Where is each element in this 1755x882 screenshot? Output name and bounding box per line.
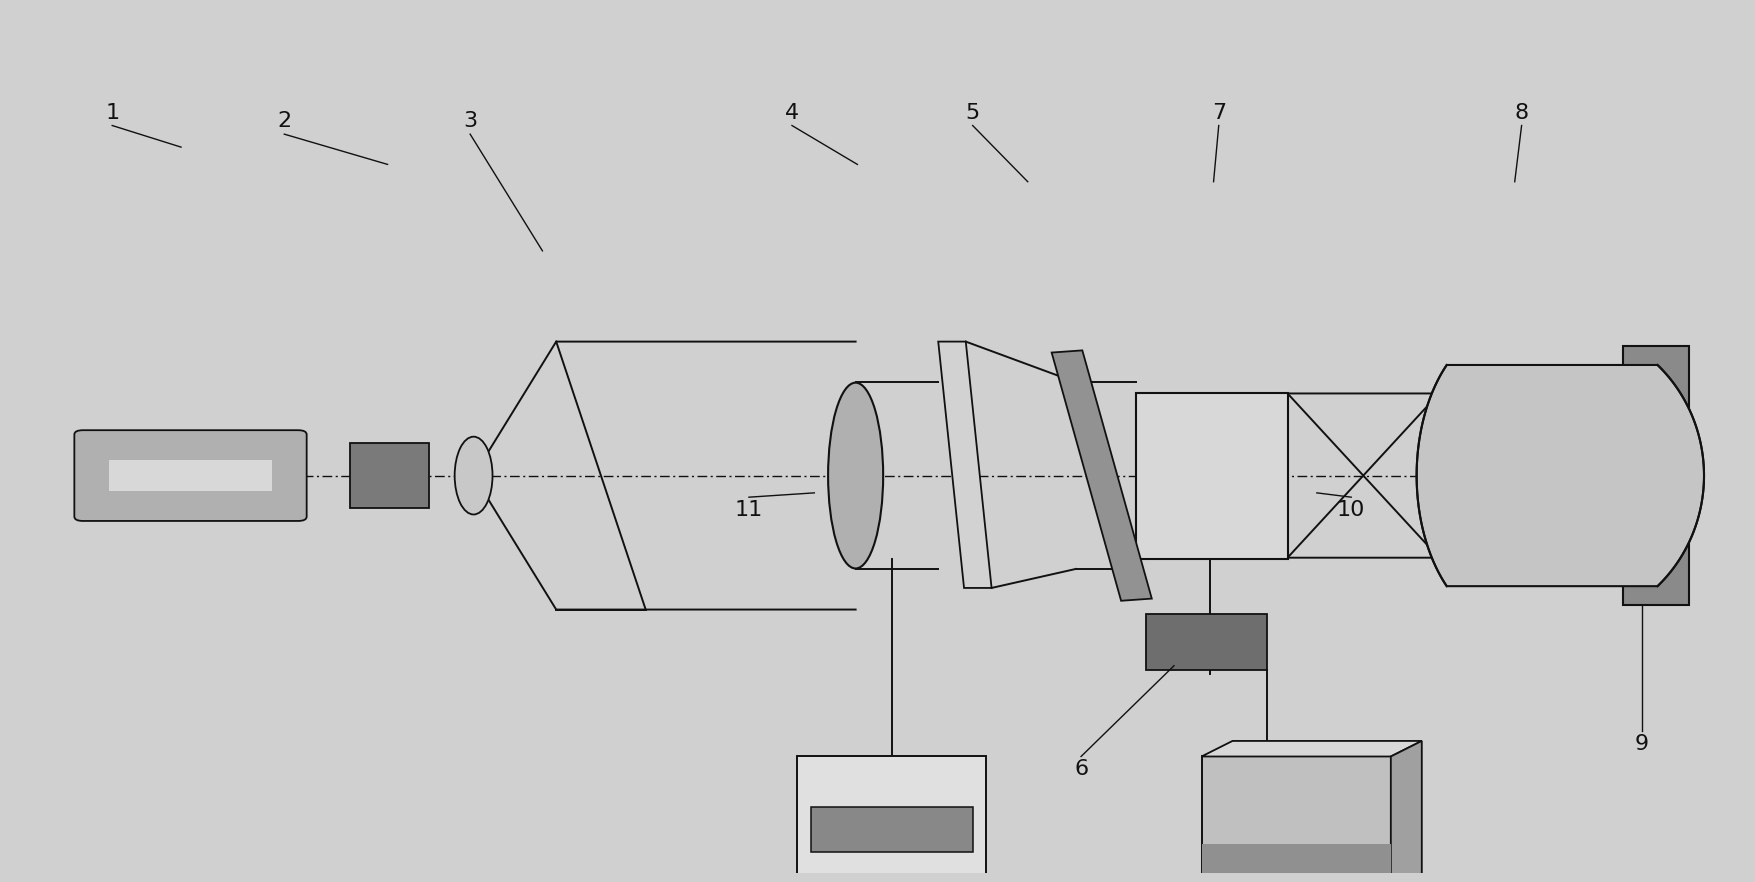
Bar: [797, 757, 986, 882]
Polygon shape: [1416, 365, 1702, 587]
Polygon shape: [1390, 741, 1422, 882]
Polygon shape: [1051, 350, 1151, 601]
Text: 4: 4: [784, 102, 799, 123]
Ellipse shape: [828, 383, 883, 569]
Text: 10: 10: [1336, 500, 1365, 520]
Text: 3: 3: [463, 111, 477, 131]
Bar: [1146, 614, 1265, 670]
Bar: [109, 460, 272, 491]
Bar: [1200, 843, 1390, 882]
Text: 6: 6: [1074, 759, 1088, 780]
Ellipse shape: [455, 437, 491, 514]
FancyBboxPatch shape: [74, 430, 307, 521]
Polygon shape: [937, 341, 992, 588]
Polygon shape: [1200, 741, 1422, 757]
Bar: [1135, 392, 1286, 558]
Text: 5: 5: [965, 102, 979, 123]
Text: 9: 9: [1634, 734, 1648, 753]
Text: 8: 8: [1513, 102, 1529, 123]
Text: 7: 7: [1211, 102, 1225, 123]
Bar: [349, 443, 428, 508]
Bar: [811, 807, 972, 851]
Text: 11: 11: [734, 500, 763, 520]
Text: 2: 2: [277, 111, 291, 131]
Bar: [1200, 757, 1390, 882]
Bar: [1622, 346, 1688, 605]
Text: 1: 1: [105, 102, 119, 123]
